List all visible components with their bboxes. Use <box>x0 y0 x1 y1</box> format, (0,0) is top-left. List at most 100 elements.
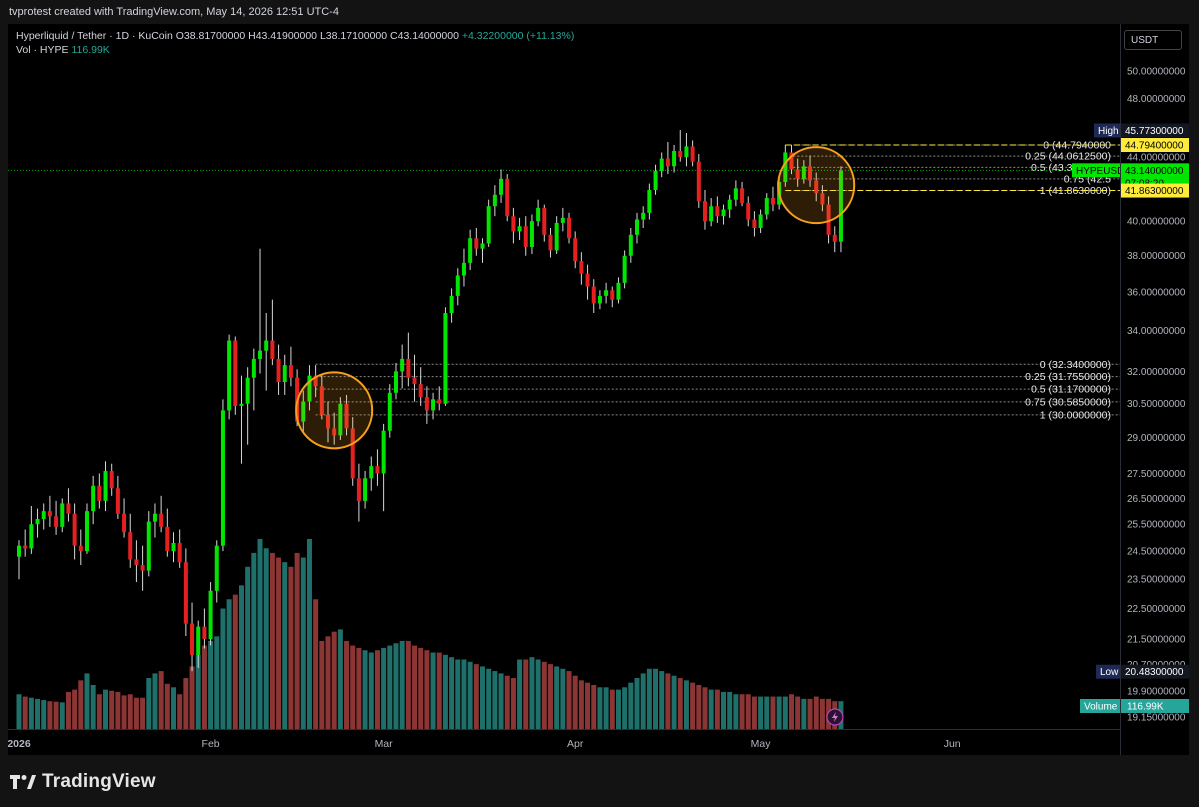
volume-bar <box>171 687 176 729</box>
volume-bar <box>381 647 387 729</box>
volume-bar <box>764 696 770 729</box>
candlestick-chart[interactable]: 0 (44.79400000.25 (44.0612500)0.5 (43.32… <box>8 24 1130 729</box>
volume-bar <box>795 696 801 729</box>
volume-bar <box>690 682 696 729</box>
y-tick-label: 24.50000000 <box>1127 547 1186 558</box>
candle-body <box>801 166 806 179</box>
candle-body <box>499 178 504 195</box>
volume-bar <box>103 689 109 729</box>
volume-bar <box>498 673 504 729</box>
price-axis-labels: 50.0000000048.0000000046.0000000044.0000… <box>1121 67 1189 724</box>
lightning-glyph <box>831 712 838 722</box>
candle-body <box>474 238 479 249</box>
y-tick-label: 21.50000000 <box>1127 635 1186 646</box>
candle-body <box>54 516 59 527</box>
candle-body <box>35 518 40 525</box>
chart-frame[interactable]: 0 (44.7940000 0.25 (44.0612500) 0.5 (43.32… <box>7 24 1189 756</box>
candle-body <box>733 188 738 200</box>
tradingview-logo-icon <box>10 775 36 789</box>
candle-body <box>72 513 77 546</box>
candle-body <box>319 386 324 415</box>
volume-bar <box>714 689 720 729</box>
currency-button[interactable]: USDT <box>1124 30 1182 50</box>
y-tick-label: 29.00000000 <box>1127 433 1186 444</box>
candle-body <box>251 358 256 378</box>
volume-bar <box>745 694 751 729</box>
volume-bar <box>646 668 652 729</box>
volume-bar <box>510 678 516 729</box>
volume-bar <box>300 557 306 729</box>
volume-legend-label: Vol · HYPE <box>16 44 69 56</box>
price-pane[interactable]: 0 (44.7940000 0.25 (44.0612500) 0.5 (43.32… <box>8 24 1130 729</box>
volume-bar <box>356 647 362 729</box>
candle-body <box>190 623 195 655</box>
volume-bar <box>455 659 461 729</box>
volume-bar <box>146 678 152 729</box>
high-tag: High <box>1098 126 1119 137</box>
fib0-price-tag: 44.79400000 <box>1125 141 1184 152</box>
volume-bar <box>782 696 788 729</box>
candle-body <box>91 485 96 512</box>
volume-bar <box>430 652 436 729</box>
candle-body <box>770 198 775 205</box>
candle-body <box>702 201 707 222</box>
highlight-circle <box>777 146 856 225</box>
volume-bar <box>603 687 609 729</box>
volume-bar <box>776 696 782 729</box>
low-price-tag: 20.48300000 <box>1125 667 1184 678</box>
volume-bar <box>319 640 325 729</box>
candle-body <box>23 545 28 549</box>
volume-bar <box>201 645 207 729</box>
volume-bar <box>597 687 603 729</box>
volume-bar <box>344 640 350 729</box>
candle-body <box>554 222 559 251</box>
volume-bar <box>214 636 220 729</box>
candle-body <box>616 282 621 300</box>
candle-body <box>41 511 46 519</box>
candle-body <box>764 198 769 215</box>
volume-bar <box>226 599 232 729</box>
x-tick-label: Mar <box>375 738 394 750</box>
candle-body <box>567 217 572 239</box>
legend-open: O38.81700000 <box>175 30 246 42</box>
candle-body <box>511 216 516 232</box>
candle-body <box>356 478 361 501</box>
volume-bar <box>183 678 189 729</box>
candle-body <box>214 545 219 591</box>
candle-body <box>721 209 726 217</box>
symbol-legend: Hyperliquid / Tether · 1D · KuCoin O38.8… <box>16 30 574 42</box>
candle-body <box>678 150 683 158</box>
time-axis[interactable]: 2026 Feb Mar Apr May Jun <box>7 729 1120 756</box>
y-tick-label: 48.00000000 <box>1127 94 1186 105</box>
candle-body <box>814 180 819 194</box>
candle-body <box>424 397 429 411</box>
volume-bar <box>758 696 764 729</box>
volume-bar <box>634 678 640 729</box>
candle-body <box>573 238 578 262</box>
candle-body <box>437 399 442 404</box>
price-axis[interactable]: 50.0000000048.0000000046.0000000044.0000… <box>1120 24 1189 755</box>
candle-body <box>270 340 275 359</box>
volume-bar <box>115 691 121 729</box>
volume-bar <box>133 697 139 729</box>
candle-body <box>746 202 751 220</box>
volume-bar <box>819 698 825 729</box>
candle-body <box>381 430 386 474</box>
volume-bar <box>696 684 702 729</box>
volume-bar <box>653 668 659 729</box>
candle-body <box>826 204 831 235</box>
volume-bar <box>665 673 671 729</box>
candle-body <box>838 170 843 242</box>
x-tick-label: Apr <box>567 738 584 750</box>
volume-bar <box>158 671 164 729</box>
legend-high: H43.41900000 <box>248 30 318 42</box>
y-tick-label: 40.00000000 <box>1127 217 1186 228</box>
candle-body <box>245 377 250 404</box>
candle-body <box>288 365 293 378</box>
y-tick-label: 36.00000000 <box>1127 288 1186 299</box>
candle-body <box>740 188 745 203</box>
volume-bar <box>276 557 282 729</box>
volume-bar <box>47 701 53 729</box>
volume-name-tag-bg <box>1080 699 1120 713</box>
fib-level-label: 1 (30.0000000) <box>1040 409 1111 421</box>
